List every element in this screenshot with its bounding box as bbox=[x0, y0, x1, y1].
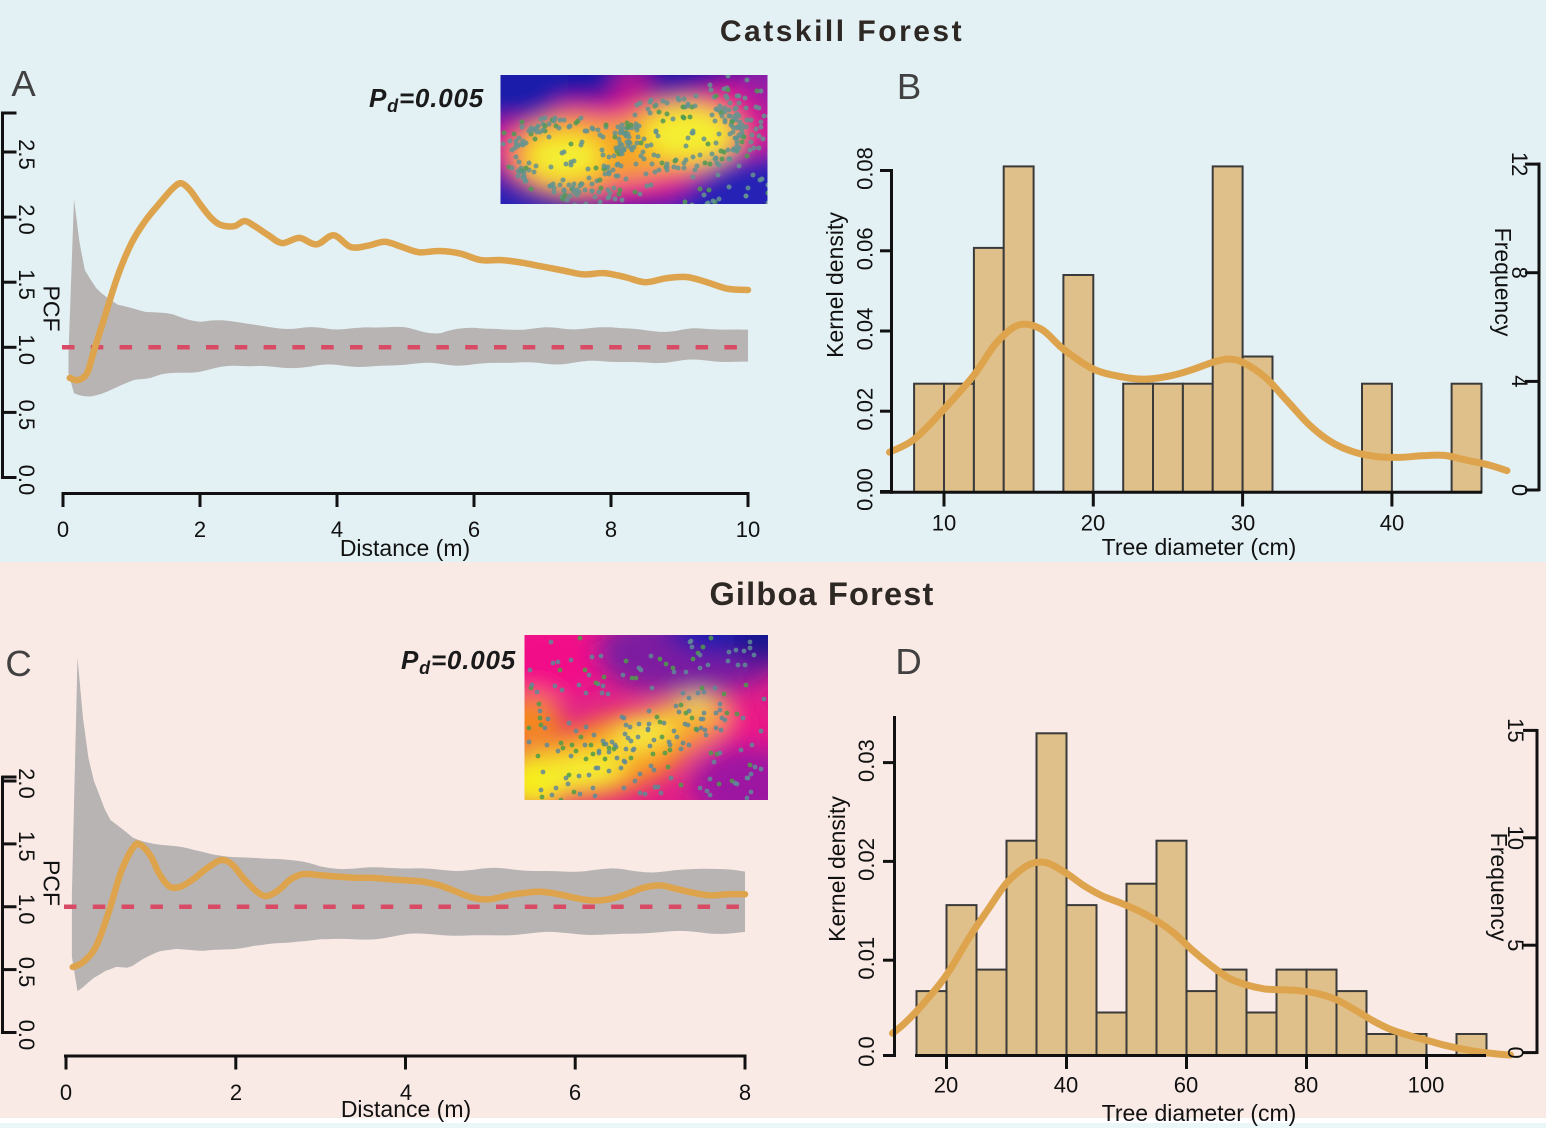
svg-text:PCF: PCF bbox=[39, 860, 65, 906]
svg-text:0.0: 0.0 bbox=[854, 1036, 879, 1067]
svg-text:A: A bbox=[11, 63, 36, 104]
svg-text:0.02: 0.02 bbox=[853, 388, 878, 431]
svg-text:10: 10 bbox=[932, 511, 956, 536]
svg-text:0: 0 bbox=[1503, 1046, 1528, 1058]
svg-text:2: 2 bbox=[230, 1080, 242, 1105]
svg-text:60: 60 bbox=[1174, 1073, 1198, 1098]
svg-text:4: 4 bbox=[1507, 375, 1532, 387]
svg-text:Kernel density: Kernel density bbox=[824, 796, 850, 942]
svg-text:B: B bbox=[897, 66, 921, 107]
svg-text:0: 0 bbox=[57, 517, 69, 542]
svg-text:8: 8 bbox=[739, 1080, 751, 1105]
svg-text:0.5: 0.5 bbox=[14, 400, 39, 431]
svg-text:Gilboa Forest: Gilboa Forest bbox=[709, 576, 934, 612]
svg-text:Pd=0.005: Pd=0.005 bbox=[401, 645, 516, 678]
svg-text:0.06: 0.06 bbox=[853, 227, 878, 270]
svg-text:0: 0 bbox=[1507, 484, 1532, 496]
svg-text:4: 4 bbox=[400, 1080, 412, 1105]
svg-text:Tree diameter (cm): Tree diameter (cm) bbox=[1102, 1100, 1297, 1126]
svg-text:40: 40 bbox=[1054, 1073, 1078, 1098]
svg-text:Distance (m): Distance (m) bbox=[341, 1096, 471, 1122]
svg-text:6: 6 bbox=[569, 1080, 581, 1105]
svg-text:8: 8 bbox=[1507, 267, 1532, 279]
svg-text:1.0: 1.0 bbox=[14, 334, 39, 365]
svg-text:PCF: PCF bbox=[39, 286, 65, 332]
svg-text:0.01: 0.01 bbox=[854, 937, 879, 980]
svg-text:Pd=0.005: Pd=0.005 bbox=[369, 83, 484, 116]
svg-text:Frequency: Frequency bbox=[1490, 228, 1516, 337]
svg-text:80: 80 bbox=[1294, 1073, 1318, 1098]
svg-text:4: 4 bbox=[331, 517, 343, 542]
svg-text:0.00: 0.00 bbox=[853, 468, 878, 511]
svg-text:2.0: 2.0 bbox=[14, 204, 39, 235]
svg-text:2.5: 2.5 bbox=[14, 139, 39, 170]
svg-text:6: 6 bbox=[468, 517, 480, 542]
svg-text:Tree diameter (cm): Tree diameter (cm) bbox=[1102, 534, 1297, 560]
svg-text:Frequency: Frequency bbox=[1486, 833, 1512, 942]
svg-text:C: C bbox=[5, 643, 31, 684]
svg-text:0.03: 0.03 bbox=[854, 739, 879, 782]
svg-text:0.08: 0.08 bbox=[853, 147, 878, 190]
svg-text:20: 20 bbox=[934, 1073, 958, 1098]
svg-text:30: 30 bbox=[1231, 511, 1255, 536]
svg-text:0: 0 bbox=[60, 1080, 72, 1105]
svg-text:0.5: 0.5 bbox=[14, 957, 39, 988]
svg-text:1.5: 1.5 bbox=[14, 269, 39, 300]
svg-text:D: D bbox=[895, 641, 921, 682]
svg-text:1.5: 1.5 bbox=[14, 831, 39, 862]
svg-text:20: 20 bbox=[1081, 511, 1105, 536]
svg-text:2.0: 2.0 bbox=[14, 768, 39, 799]
svg-text:Distance (m): Distance (m) bbox=[340, 535, 470, 561]
svg-text:Kernel density: Kernel density bbox=[822, 212, 848, 358]
svg-text:0.04: 0.04 bbox=[853, 308, 878, 351]
svg-text:8: 8 bbox=[605, 517, 617, 542]
svg-text:0.0: 0.0 bbox=[14, 1020, 39, 1051]
svg-text:Catskill Forest: Catskill Forest bbox=[720, 15, 964, 48]
svg-text:0.02: 0.02 bbox=[854, 838, 879, 881]
svg-text:2: 2 bbox=[194, 517, 206, 542]
svg-text:5: 5 bbox=[1503, 939, 1528, 951]
svg-text:100: 100 bbox=[1408, 1073, 1445, 1098]
svg-text:10: 10 bbox=[1503, 826, 1528, 850]
svg-text:10: 10 bbox=[736, 517, 760, 542]
svg-text:0.0: 0.0 bbox=[14, 465, 39, 496]
svg-text:12: 12 bbox=[1507, 152, 1532, 176]
svg-text:1.0: 1.0 bbox=[14, 894, 39, 925]
svg-text:40: 40 bbox=[1380, 511, 1404, 536]
svg-text:15: 15 bbox=[1503, 718, 1528, 742]
